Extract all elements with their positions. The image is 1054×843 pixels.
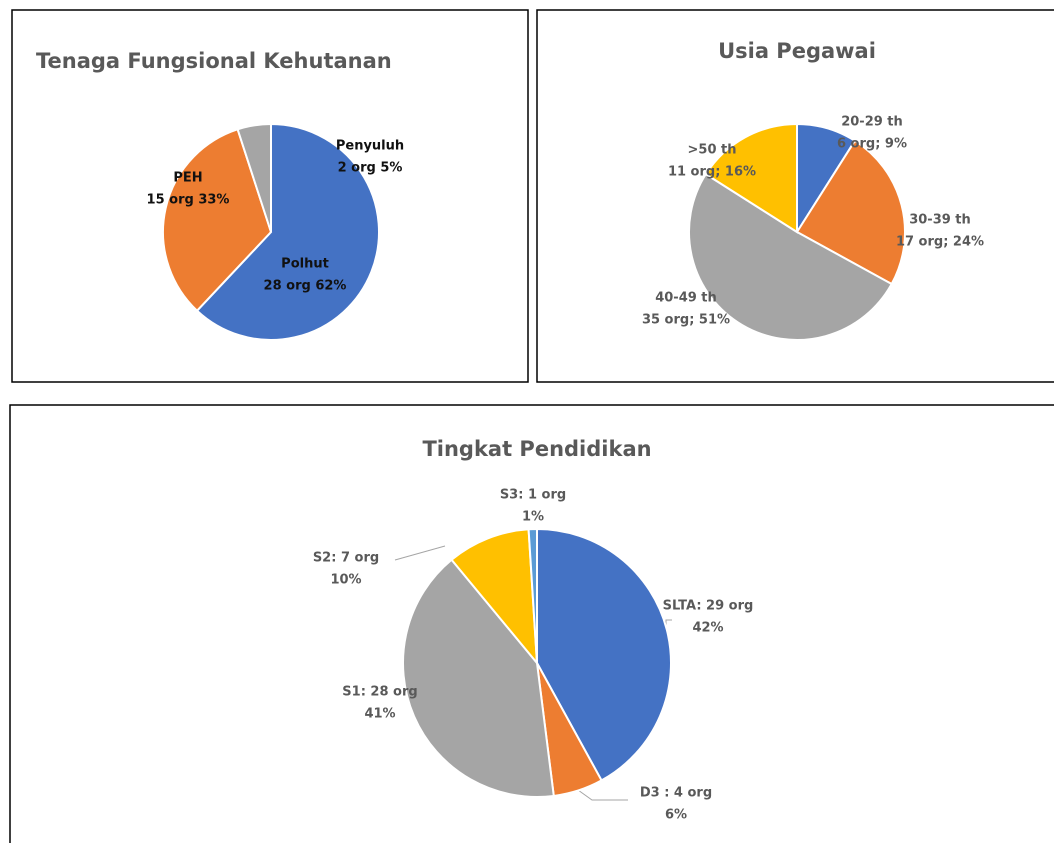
value-label: 2 org 5% <box>338 161 403 176</box>
value-label: 28 org 62% <box>264 279 347 294</box>
value-label: 10% <box>330 573 361 588</box>
slice-label: S3: 1 org <box>500 488 566 503</box>
panel <box>536 9 1054 383</box>
pie-slice <box>536 527 672 782</box>
slice-label: Penyuluh <box>336 139 404 154</box>
value-label: 11 org; 16% <box>668 165 756 180</box>
pie-slice <box>402 558 555 798</box>
pie-slice <box>527 527 538 664</box>
pie-slice <box>195 122 380 341</box>
slice-label: 40-49 th <box>655 291 717 306</box>
slice-label: Polhut <box>281 257 329 272</box>
slice-label: S1: 28 org <box>342 685 417 700</box>
slice-label: 20-29 th <box>841 115 903 130</box>
pie-slice <box>687 172 894 341</box>
slice-label: 30-39 th <box>909 213 971 228</box>
slice-label: S2: 7 org <box>313 551 379 566</box>
value-label: 6% <box>665 808 687 823</box>
pie-slice <box>704 122 798 234</box>
slice-label: D3 : 4 org <box>640 786 712 801</box>
pie-slice <box>236 122 272 233</box>
slice-label: >50 th <box>688 143 737 158</box>
chart-title: Usia Pegawai <box>718 39 876 63</box>
pie-slice <box>795 139 906 286</box>
value-label: 1% <box>522 510 544 525</box>
value-label: 41% <box>364 707 395 722</box>
value-label: 35 org; 51% <box>642 313 730 328</box>
chart-title: Tingkat Pendidikan <box>422 437 651 461</box>
pie-slice <box>450 528 539 667</box>
value-label: 6 org; 9% <box>837 137 907 152</box>
pie-slice <box>162 128 273 313</box>
value-label: 42% <box>692 621 723 636</box>
panel <box>11 9 529 383</box>
leader-line <box>577 789 628 801</box>
value-label: 15 org 33% <box>147 193 230 208</box>
value-label: 17 org; 24% <box>896 235 984 250</box>
leader-line <box>394 545 446 561</box>
panel <box>9 404 1054 843</box>
chart-title: Tenaga Fungsional Kehutanan <box>36 49 392 73</box>
slice-label: PEH <box>173 171 202 186</box>
slice-label: SLTA: 29 org <box>663 599 754 614</box>
